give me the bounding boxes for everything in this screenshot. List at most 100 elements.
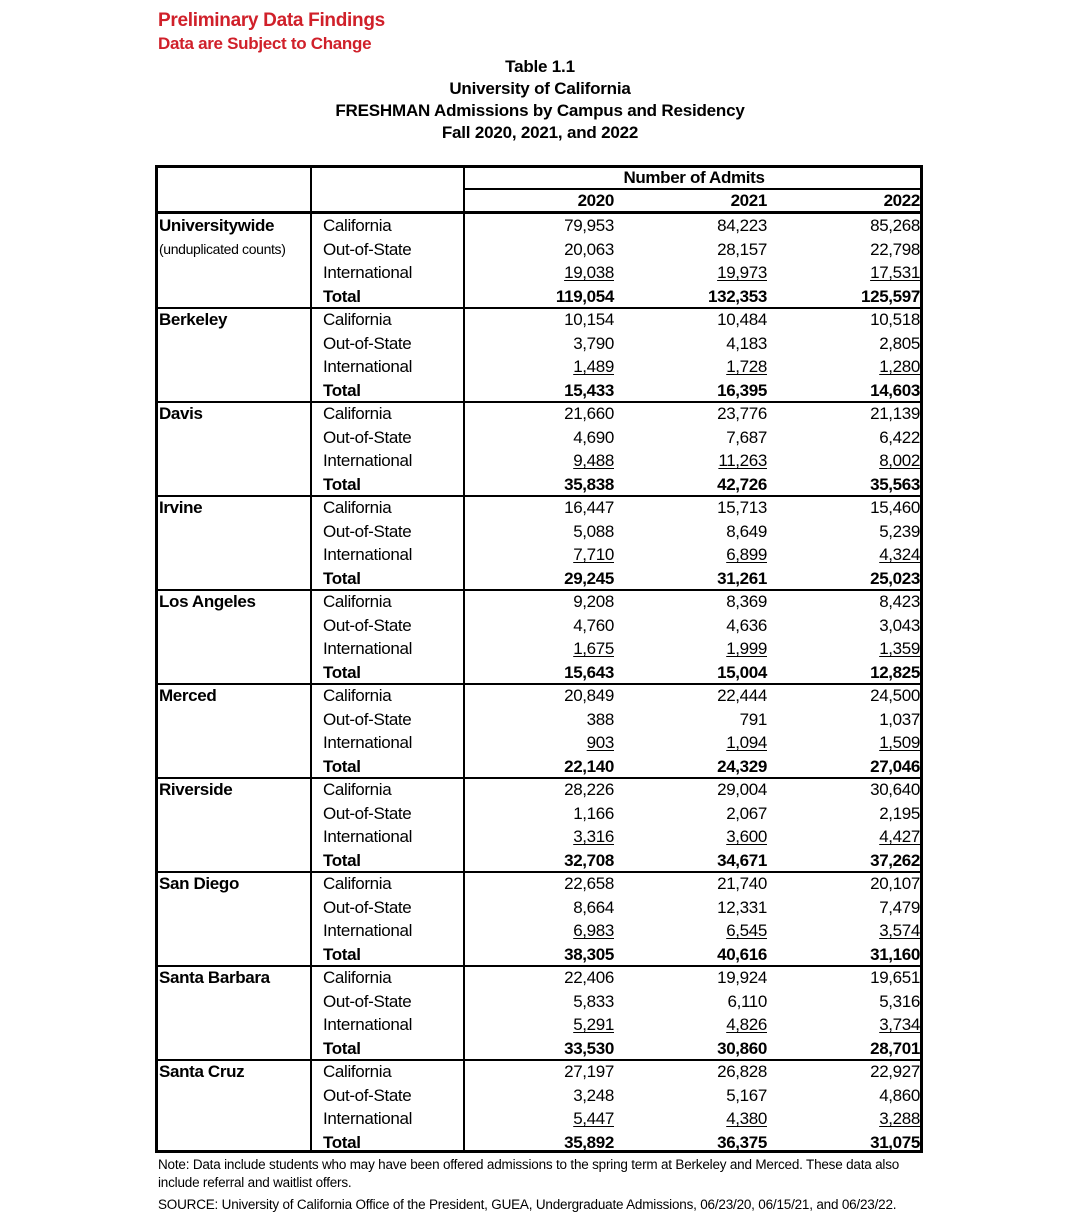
admits-value: 6,899 [726, 545, 767, 564]
admits-value: 28,226 [564, 780, 614, 799]
residency-label: Total [323, 474, 361, 494]
admits-value: 32,708 [564, 850, 614, 870]
group-header: Number of Admits [623, 168, 765, 187]
residency-label: Out-of-State [323, 1085, 412, 1105]
admits-value: 4,324 [879, 545, 920, 564]
admits-value: 1,675 [573, 639, 614, 658]
admits-value: 34,671 [717, 850, 767, 870]
admits-value: 8,002 [879, 451, 920, 470]
residency-label: Total [323, 286, 361, 306]
residency-label: International [323, 545, 413, 564]
residency-label: International [323, 1109, 413, 1128]
admits-value: 8,649 [726, 521, 767, 541]
campus-name: Universitywide [159, 216, 275, 235]
residency-label: Out-of-State [323, 615, 412, 635]
residency-label: Out-of-State [323, 239, 412, 259]
admits-value: 388 [586, 709, 615, 729]
admits-value: 1,489 [573, 357, 614, 376]
admits-value: 19,924 [717, 968, 767, 987]
admits-value: 20,107 [870, 874, 920, 893]
admits-value: 1,280 [879, 357, 920, 376]
residency-label: California [323, 404, 392, 423]
campus-divider [158, 683, 920, 685]
residency-label: Out-of-State [323, 803, 412, 823]
campus-name: Santa Cruz [159, 1062, 245, 1081]
admissions-table: Number of Admits 2020 2021 2022 Universitywi… [155, 165, 923, 1153]
year-header-2021: 2021 [730, 191, 768, 210]
campus-divider [158, 495, 920, 497]
admits-value: 17,531 [870, 263, 920, 282]
table-title: FRESHMAN Admissions by Campus and Reside… [335, 101, 745, 120]
admits-value: 21,139 [870, 404, 920, 423]
residency-label: Out-of-State [323, 521, 412, 541]
residency-label: Total [323, 662, 361, 682]
residency-label: International [323, 1015, 413, 1034]
admits-value: 20,063 [564, 239, 614, 259]
admits-value: 8,369 [726, 592, 767, 611]
campus-divider [158, 401, 920, 403]
admits-value: 4,690 [573, 427, 614, 447]
residency-label: California [323, 216, 392, 235]
admits-value: 36,375 [717, 1132, 767, 1152]
admits-value: 9,488 [573, 451, 614, 470]
admits-value: 23,776 [717, 404, 767, 423]
admits-value: 12,825 [870, 662, 920, 682]
campus-name: Irvine [159, 498, 203, 517]
admits-value: 21,740 [717, 874, 767, 893]
admits-value: 22,798 [870, 239, 920, 259]
residency-label: International [323, 921, 413, 940]
residency-label: International [323, 733, 413, 752]
admits-value: 1,359 [879, 639, 920, 658]
admits-value: 1,509 [879, 733, 920, 752]
campus-divider [158, 307, 920, 309]
institution-title: University of California [449, 79, 631, 98]
admits-value: 5,239 [879, 521, 920, 541]
admits-value: 1,094 [726, 733, 767, 752]
admits-value: 3,600 [726, 827, 767, 846]
table-number: Table 1.1 [505, 57, 575, 76]
campus-divider [158, 777, 920, 779]
residency-label: International [323, 451, 413, 470]
admits-value: 8,423 [879, 592, 920, 611]
residency-label: Total [323, 568, 361, 588]
residency-label: Out-of-State [323, 897, 412, 917]
admits-value: 6,110 [727, 991, 767, 1011]
admits-value: 1,728 [726, 357, 767, 376]
campus-subnote: (unduplicated counts) [159, 240, 286, 257]
admits-value: 5,447 [573, 1109, 614, 1128]
residency-label: Out-of-State [323, 709, 412, 729]
admits-value: 35,892 [564, 1132, 614, 1152]
year-header-2022: 2022 [883, 191, 921, 210]
terms-title: Fall 2020, 2021, and 2022 [441, 123, 639, 142]
admits-value: 30,640 [870, 780, 920, 799]
admits-value: 7,710 [573, 545, 614, 564]
admits-value: 6,983 [573, 921, 614, 940]
campus-divider [158, 871, 920, 873]
admits-value: 21,660 [564, 404, 614, 423]
residency-label: Out-of-State [323, 333, 412, 353]
preliminary-label: Preliminary Data Findings [158, 10, 385, 31]
admits-value: 9,208 [573, 592, 614, 611]
header-bottom-border [158, 211, 920, 214]
admits-value: 40,616 [717, 944, 767, 964]
admits-value: 6,422 [879, 427, 920, 447]
admits-value: 7,479 [879, 897, 920, 917]
admits-value: 35,838 [564, 474, 614, 494]
admits-value: 5,833 [573, 991, 614, 1011]
admits-value: 22,658 [564, 874, 614, 893]
admits-value: 25,023 [870, 568, 920, 588]
admits-value: 4,427 [879, 827, 920, 846]
campus-name: Merced [159, 686, 217, 705]
residency-label: California [323, 310, 392, 329]
admits-value: 27,046 [870, 756, 920, 776]
residency-label: Out-of-State [323, 991, 412, 1011]
residency-label: Total [323, 1038, 361, 1058]
admits-value: 3,574 [879, 921, 920, 940]
admits-value: 2,195 [879, 803, 920, 823]
admits-value: 16,395 [717, 380, 767, 400]
campus-divider [158, 589, 920, 591]
admits-value: 903 [586, 733, 615, 752]
residency-label: Total [323, 1132, 361, 1152]
admits-value: 29,004 [717, 780, 767, 799]
admits-value: 10,484 [717, 310, 767, 329]
